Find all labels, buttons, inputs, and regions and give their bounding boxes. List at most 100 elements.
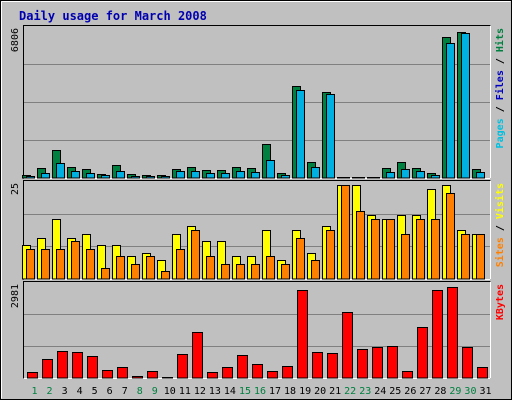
bar-kbytes-day-19: [297, 290, 308, 379]
panel-kbytes-legend: KBytes: [495, 284, 506, 320]
bar-files-day-22: [341, 177, 350, 179]
bar-files-day-5: [86, 173, 95, 179]
bar-kbytes-day-24: [372, 347, 383, 379]
tick-label-day-26: 26: [404, 386, 416, 397]
bar-files-day-11: [176, 171, 185, 179]
bar-sites-day-31: [476, 234, 485, 280]
bar-kbytes-day-21: [327, 353, 338, 379]
bar-files-day-21: [326, 94, 335, 179]
bar-kbytes-day-15: [237, 355, 248, 379]
bar-kbytes-day-8: [132, 376, 143, 379]
bar-files-day-10: [161, 176, 170, 179]
bar-sites-day-6: [101, 268, 110, 280]
bar-kbytes-day-16: [252, 364, 263, 379]
bar-kbytes-day-30: [462, 347, 473, 379]
bar-kbytes-day-14: [222, 367, 233, 379]
bar-files-day-24: [371, 177, 380, 179]
bar-sites-day-28: [431, 219, 440, 280]
bar-sites-day-13: [206, 256, 215, 280]
legend-part: /: [495, 52, 506, 70]
bar-kbytes-day-12: [192, 332, 203, 379]
bar-sites-day-26: [401, 234, 410, 280]
tick-label-day-21: 21: [329, 386, 341, 397]
panel-kbytes-background: [23, 281, 491, 379]
bar-kbytes-day-20: [312, 352, 323, 379]
legend-part: Hits: [494, 28, 506, 52]
tick-label-day-9: 9: [152, 386, 158, 397]
bar-files-day-31: [476, 172, 485, 179]
bar-files-day-18: [281, 175, 290, 179]
bar-files-day-20: [311, 167, 320, 179]
tick-label-day-4: 4: [77, 386, 83, 397]
bar-kbytes-day-18: [282, 366, 293, 379]
tick-label-day-11: 11: [179, 386, 191, 397]
bar-sites-day-16: [251, 264, 260, 280]
tick-label-day-1: 1: [32, 386, 38, 397]
legend-part: Visits: [494, 183, 506, 219]
tick-label-day-6: 6: [107, 386, 113, 397]
tick-label-day-30: 30: [464, 386, 476, 397]
bar-sites-day-5: [86, 249, 95, 280]
tick-label-day-10: 10: [164, 386, 176, 397]
bar-sites-day-9: [146, 256, 155, 280]
bar-files-day-28: [431, 175, 440, 179]
bar-sites-day-24: [371, 219, 380, 280]
bar-sites-day-20: [311, 260, 320, 280]
bar-sites-day-22: [341, 185, 350, 280]
tick-label-day-28: 28: [434, 386, 446, 397]
bar-kbytes-day-13: [207, 372, 218, 379]
panel-hits: 6806 Pages / Files / Hits: [10, 25, 506, 179]
tick-label-day-17: 17: [269, 386, 281, 397]
tick-label-day-3: 3: [62, 386, 68, 397]
tick-label-day-8: 8: [137, 386, 143, 397]
bar-files-day-23: [356, 177, 365, 179]
legend-part: Files: [494, 70, 506, 100]
bar-files-day-7: [116, 171, 125, 179]
tick-label-day-5: 5: [92, 386, 98, 397]
tick-label-day-19: 19: [299, 386, 311, 397]
bar-files-day-30: [461, 33, 470, 179]
bar-kbytes-day-27: [417, 327, 428, 379]
panels: 6806 Pages / Files / Hits 25 Sites / Visits…: [10, 25, 506, 379]
panel-visits: 25 Sites / Visits: [10, 180, 506, 280]
panel-hits-scale-label: 6806: [10, 28, 21, 52]
bar-sites-day-23: [356, 211, 365, 280]
tick-label-day-29: 29: [449, 386, 461, 397]
bar-files-day-9: [146, 176, 155, 179]
legend-part: Sites: [494, 237, 506, 267]
tick-label-day-13: 13: [209, 386, 221, 397]
bar-files-day-4: [71, 171, 80, 179]
bar-sites-day-17: [266, 256, 275, 280]
bar-sites-day-25: [386, 219, 395, 280]
bar-files-day-13: [206, 173, 215, 179]
bar-kbytes-day-2: [42, 359, 53, 379]
tick-label-day-23: 23: [359, 386, 371, 397]
bar-kbytes-day-23: [357, 349, 368, 379]
day-labels: 1 2 3 4 5 6 7 8 9 10 11 12 13 14 15 16 17 18 19 20 21 22 23 24 2…: [32, 386, 492, 397]
bar-kbytes-day-28: [432, 290, 443, 379]
bar-files-day-8: [131, 176, 140, 179]
bar-sites-day-19: [296, 238, 305, 280]
bar-kbytes-day-26: [402, 371, 413, 379]
chart-title: Daily usage for March 2008: [19, 9, 207, 23]
bar-sites-day-10: [161, 271, 170, 280]
bar-files-day-29: [446, 43, 455, 179]
legend-part: Pages: [495, 118, 506, 148]
bar-kbytes-day-5: [87, 356, 98, 379]
bar-sites-day-18: [281, 264, 290, 280]
bar-kbytes-day-29: [447, 287, 458, 379]
tick-label-day-27: 27: [419, 386, 431, 397]
panel-kbytes: 2981 KBytes: [10, 281, 506, 379]
tick-label-day-25: 25: [389, 386, 401, 397]
bar-sites-day-8: [131, 264, 140, 280]
bar-sites-day-29: [446, 193, 455, 280]
bar-kbytes-day-25: [387, 346, 398, 379]
bar-sites-day-4: [71, 241, 80, 280]
bar-sites-day-30: [461, 234, 470, 280]
bar-kbytes-day-22: [342, 312, 353, 379]
legend-part: /: [495, 219, 506, 237]
panel-visits-scale-label: 25: [10, 183, 21, 195]
panel-visits-legend: Sites / Visits: [494, 183, 506, 267]
